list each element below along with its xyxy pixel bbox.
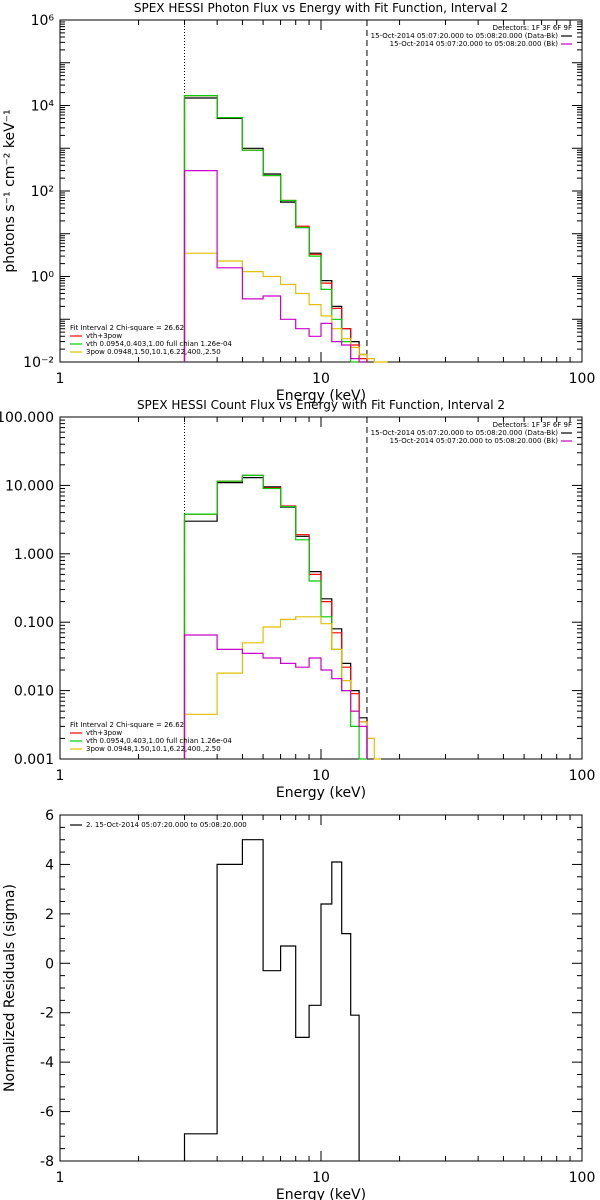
series-data-bk [183,477,368,759]
x-tick-label: 1 [56,371,65,387]
y-tick-label: 0.100 [14,615,54,631]
x-tick-label: 100 [569,768,596,784]
x-tick-label: 10 [312,371,330,387]
y-tick-label: 0.001 [14,752,54,768]
series-vth-3pow [183,95,368,362]
x-tick-label: 10 [312,1170,330,1186]
y-tick-label: -6 [40,1105,54,1121]
x-tick-label: 1 [56,1170,65,1186]
y-tick-label: -4 [40,1055,54,1071]
y-tick-label: 1.000 [14,547,54,563]
y-tick-label: 10⁴ [31,99,55,115]
legend-entry-label: 15-Oct-2014 05:07:20.000 to 05:08:20.000… [390,40,559,48]
legend-entry-label: vth+3pow [86,729,122,737]
x-axis-label: Energy (keV) [276,388,366,404]
chart-title: SPEX HESSI Count Flux vs Energy with Fit… [137,398,505,412]
series-vth [183,95,367,363]
series-3pow [183,616,382,760]
series-vth-3pow [183,474,368,759]
panel-3: 1 10 100 Energy (keV) -8 -6 -4 -2 0 2 4 6 Normalized… [2,808,595,1200]
legend-fit-header: Fit Interval 2 Chi-square = 26.62 [70,324,184,332]
y-tick-label: 4 [45,857,54,873]
series-residuals [183,839,360,1161]
y-tick-label: 6 [45,808,54,824]
legend-entry-label: 15-Oct-2014 05:07:20.000 to 05:08:20.000… [390,437,559,445]
series-bk [183,634,368,759]
series-vth [183,474,367,760]
legend-entry-label: vth 0.0954,0.403,1.00 full chian 1.26e-0… [86,340,232,348]
x-tick-label: 1 [56,768,65,784]
x-axis-label: Energy (keV) [276,785,366,801]
y-tick-label: 10⁶ [31,13,55,29]
legend-entry-label: vth+3pow [86,332,122,340]
x-axis-label: Energy (keV) [276,1187,366,1200]
x-tick-label: 100 [569,1170,596,1186]
y-tick-label: -8 [40,1154,54,1170]
y-tick-label: 100.000 [0,410,54,426]
legend-entry-label: 3pow 0.0948,1.50,10.1,6.22,400.,2.50 [86,745,221,753]
legend-fit-header: Fit Interval 2 Chi-square = 26.62 [70,721,184,729]
y-tick-label: 10.000 [5,478,54,494]
chart-title: SPEX HESSI Photon Flux vs Energy with Fi… [134,1,508,15]
legend-detectors: Detectors: 1F 3F 6F 9F [493,421,572,429]
legend-entry-label: 15-Oct-2014 05:07:20.000 to 05:08:20.000… [371,429,559,437]
legend-detectors: Detectors: 1F 3F 6F 9F [493,24,572,32]
y-axis-label: Normalized Residuals (sigma) [2,884,18,1092]
y-tick-label: -2 [40,1006,54,1022]
legend-entry-label: 2. 15-Oct-2014 05:07:20.000 to 05:08:20.… [86,821,247,829]
legend-entry-label: 15-Oct-2014 05:07:20.000 to 05:08:20.000… [371,32,559,40]
panel-1: SPEX HESSI Photon Flux vs Energy with Fi… [2,1,595,404]
y-tick-label: 10² [31,184,54,200]
series-data-bk [183,97,368,362]
x-tick-label: 100 [569,371,596,387]
y-axis-label: photons s⁻¹ cm⁻² keV⁻¹ [2,109,18,272]
panel-2: SPEX HESSI Count Flux vs Energy with Fit… [0,398,595,801]
y-tick-label: 10⁻² [23,355,54,371]
y-tick-label: 10⁰ [31,270,55,286]
series-bk [183,170,367,363]
y-tick-label: 0.010 [14,684,54,700]
legend-entry-label: 3pow 0.0948,1.50,10.1,6.22,400.,2.50 [86,348,221,356]
y-tick-label: 0 [45,956,54,972]
legend-entry-label: vth 0.0954,0.403,1.00 full chian 1.26e-0… [86,737,232,745]
y-tick-label: 2 [45,907,54,923]
x-tick-label: 10 [312,768,330,784]
